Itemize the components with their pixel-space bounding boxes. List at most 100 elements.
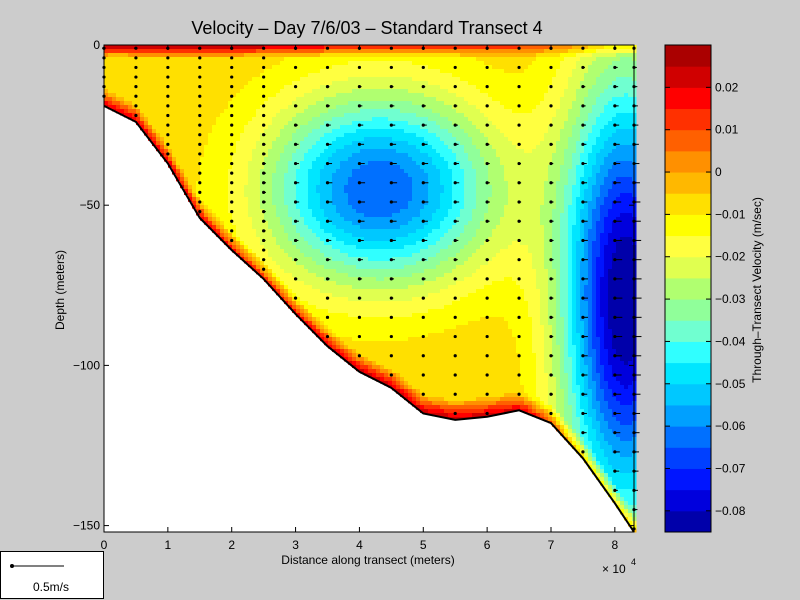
field-cell xyxy=(204,157,209,162)
field-cell xyxy=(320,177,325,182)
field-cell xyxy=(412,185,417,190)
field-cell xyxy=(236,125,241,130)
field-cell xyxy=(328,253,333,258)
field-cell xyxy=(216,157,221,162)
field-cell xyxy=(364,213,369,218)
field-cell xyxy=(388,321,393,326)
field-cell xyxy=(248,257,253,262)
field-cell xyxy=(312,117,317,122)
field-cell xyxy=(124,101,129,106)
field-cell xyxy=(332,69,337,74)
field-cell xyxy=(272,161,277,166)
field-cell xyxy=(212,117,217,122)
field-cell xyxy=(272,197,277,202)
field-cell xyxy=(324,189,329,194)
field-cell xyxy=(208,177,213,182)
field-cell xyxy=(340,217,345,222)
field-cell xyxy=(424,93,429,98)
field-cell xyxy=(160,45,165,50)
field-cell xyxy=(220,101,225,106)
field-cell xyxy=(336,69,341,74)
field-cell xyxy=(280,277,285,282)
field-cell xyxy=(204,129,209,134)
field-cell xyxy=(400,177,405,182)
field-cell xyxy=(376,225,381,230)
field-cell xyxy=(320,81,325,86)
field-cell xyxy=(352,65,357,70)
field-cell xyxy=(328,209,333,214)
field-cell xyxy=(396,169,401,174)
field-cell xyxy=(312,45,317,50)
field-cell xyxy=(272,209,277,214)
field-cell xyxy=(160,149,165,154)
field-cell xyxy=(364,333,369,338)
field-cell xyxy=(172,101,177,106)
field-cell xyxy=(152,137,157,142)
field-cell xyxy=(320,149,325,154)
field-cell xyxy=(300,97,305,102)
field-cell xyxy=(252,233,257,238)
field-cell xyxy=(228,149,233,154)
field-cell xyxy=(216,141,221,146)
field-cell xyxy=(420,321,425,326)
field-cell xyxy=(308,97,313,102)
field-cell xyxy=(332,313,337,318)
field-cell xyxy=(420,345,425,350)
field-cell xyxy=(112,101,117,106)
field-cell xyxy=(236,137,241,142)
field-cell xyxy=(332,153,337,158)
field-cell xyxy=(380,233,385,238)
field-cell xyxy=(388,341,393,346)
field-cell xyxy=(384,365,389,370)
field-cell xyxy=(436,373,441,378)
field-cell xyxy=(256,101,261,106)
field-cell xyxy=(228,157,233,162)
field-cell xyxy=(396,89,401,94)
field-cell xyxy=(260,81,265,86)
field-cell xyxy=(240,165,245,170)
field-cell xyxy=(252,121,257,126)
field-cell xyxy=(324,261,329,266)
field-cell xyxy=(392,293,397,298)
field-cell xyxy=(404,105,409,110)
field-cell xyxy=(372,49,377,54)
field-cell xyxy=(412,85,417,90)
field-cell xyxy=(132,85,137,90)
field-cell xyxy=(380,45,385,50)
field-cell xyxy=(360,125,365,130)
field-cell xyxy=(296,53,301,58)
field-cell xyxy=(404,385,409,390)
field-cell xyxy=(232,153,237,158)
field-cell xyxy=(176,145,181,150)
field-cell xyxy=(192,113,197,118)
field-cell xyxy=(140,101,145,106)
field-cell xyxy=(416,293,421,298)
field-cell xyxy=(216,189,221,194)
field-cell xyxy=(240,145,245,150)
field-cell xyxy=(276,205,281,210)
field-cell xyxy=(436,145,441,150)
field-cell xyxy=(384,137,389,142)
field-cell xyxy=(312,237,317,242)
field-cell xyxy=(220,137,225,142)
field-cell xyxy=(264,245,269,250)
field-cell xyxy=(216,205,221,210)
field-cell xyxy=(428,265,433,270)
field-cell xyxy=(208,69,213,74)
field-cell xyxy=(268,221,273,226)
field-cell xyxy=(204,209,209,214)
field-cell xyxy=(348,81,353,86)
field-cell xyxy=(384,237,389,242)
field-cell xyxy=(180,169,185,174)
field-cell xyxy=(400,121,405,126)
field-cell xyxy=(272,157,277,162)
field-cell xyxy=(428,337,433,342)
field-cell xyxy=(400,93,405,98)
field-cell xyxy=(248,89,253,94)
field-cell xyxy=(252,65,257,70)
field-cell xyxy=(176,177,181,182)
field-cell xyxy=(232,69,237,74)
field-cell xyxy=(408,273,413,278)
field-cell xyxy=(352,237,357,242)
field-cell xyxy=(168,141,173,146)
